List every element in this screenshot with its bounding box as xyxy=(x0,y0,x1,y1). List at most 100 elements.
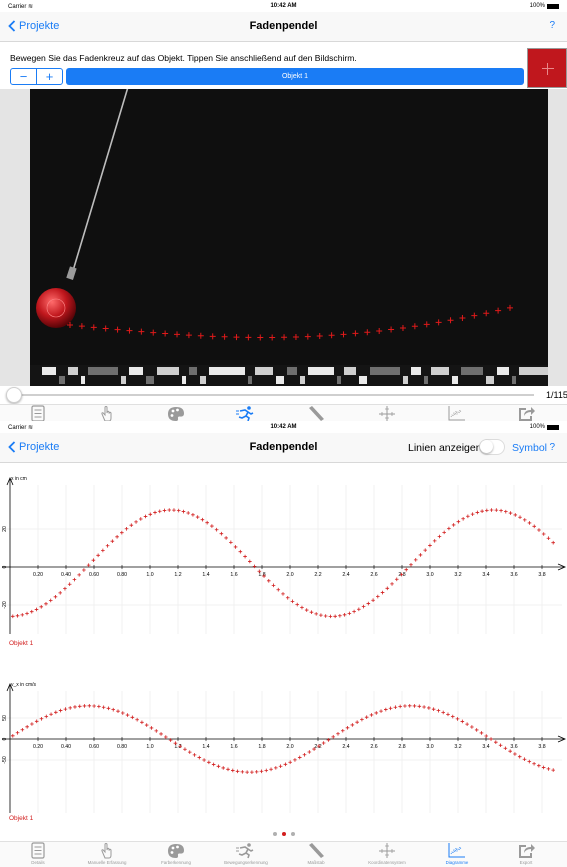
data-point xyxy=(390,582,394,586)
data-point xyxy=(450,714,455,719)
data-point xyxy=(409,562,413,567)
data-point xyxy=(499,508,503,513)
toggle-knob[interactable] xyxy=(480,440,493,453)
data-point xyxy=(436,708,441,713)
help-button[interactable]: ? xyxy=(549,20,555,31)
data-point xyxy=(200,517,205,522)
data-point xyxy=(120,530,124,535)
data-point xyxy=(29,609,34,614)
tab-export[interactable]: Export xyxy=(491,842,561,867)
frame-slider-track[interactable] xyxy=(14,394,534,396)
scale-block xyxy=(88,367,118,375)
object-button[interactable]: Objekt 1 xyxy=(66,68,524,85)
scale-block xyxy=(452,376,458,384)
data-point xyxy=(245,770,249,774)
y-tick-label: 0 xyxy=(2,737,8,740)
help-button[interactable]: ? xyxy=(549,442,555,453)
data-point xyxy=(233,545,238,549)
x-tick-label: 3.6 xyxy=(510,744,517,750)
data-point xyxy=(345,725,350,730)
scale-block xyxy=(370,367,400,375)
battery-percent: 100% xyxy=(529,3,545,9)
y-tick-label: -20 xyxy=(2,601,8,609)
data-point xyxy=(518,515,522,520)
x-tick-label: 3.4 xyxy=(482,744,489,750)
carrier-text: Carrier xyxy=(8,4,27,10)
track-marker xyxy=(328,332,335,339)
x-tick-label: 0.40 xyxy=(61,572,71,578)
x-tick-label: 2.6 xyxy=(370,744,377,750)
x-tick-label: 0.80 xyxy=(117,572,127,578)
data-point xyxy=(25,725,29,729)
ruler-icon xyxy=(309,406,324,421)
data-point xyxy=(101,705,106,710)
video-view[interactable] xyxy=(30,89,548,386)
symbol-button[interactable]: Symbol xyxy=(512,442,548,454)
data-point xyxy=(34,607,39,612)
data-point xyxy=(254,770,259,774)
data-point xyxy=(97,704,101,709)
data-point xyxy=(205,520,209,525)
frame-slider-knob[interactable] xyxy=(6,387,22,403)
data-point xyxy=(399,572,404,577)
frame-counter: 1/115 xyxy=(546,390,567,400)
scale-block xyxy=(42,367,56,375)
zoom-stepper[interactable]: − + xyxy=(10,68,63,85)
plus-button[interactable]: + xyxy=(36,69,62,84)
data-point xyxy=(285,595,290,600)
data-point xyxy=(480,509,484,513)
data-point xyxy=(364,715,369,719)
data-point xyxy=(243,554,247,559)
data-point xyxy=(230,768,235,773)
x-axis-arrow xyxy=(557,563,567,571)
data-point xyxy=(15,614,20,618)
palette-icon xyxy=(168,844,184,858)
velocity-chart[interactable]: v_x in cm/s 0.20 0.40 0.60 0.80 1.0 1.2 1.4 1.6 1… xyxy=(0,655,567,815)
tab-details[interactable]: Details xyxy=(3,842,73,867)
page-dot[interactable] xyxy=(290,832,295,836)
axes-icon xyxy=(379,843,395,858)
minus-button[interactable]: − xyxy=(19,69,28,84)
chevron-left-icon xyxy=(8,20,16,32)
tab-farberkennung[interactable]: Farberkennung xyxy=(141,842,211,867)
tab-maßstab[interactable]: Maßstab xyxy=(281,842,351,867)
page-dot[interactable] xyxy=(272,832,277,836)
battery-indicator: 100% xyxy=(530,424,559,430)
navigation-bar: Projekte Fadenpendel Linien anzeigen Sym… xyxy=(0,433,567,463)
tab-bewegungserkennung[interactable]: Bewegungserkennung xyxy=(211,842,281,867)
data-point xyxy=(153,510,157,515)
scale-block xyxy=(431,367,449,375)
lines-toggle[interactable] xyxy=(479,439,505,455)
data-point xyxy=(86,563,91,567)
data-point xyxy=(271,583,276,588)
x-tick-label: 3.6 xyxy=(510,572,517,578)
color-swatch[interactable] xyxy=(527,48,567,88)
data-point xyxy=(15,730,20,735)
page-indicator[interactable] xyxy=(0,832,567,836)
scale-block xyxy=(359,376,367,384)
data-point xyxy=(522,757,527,762)
back-button[interactable]: Projekte xyxy=(8,20,59,32)
wifi-icon: ≋ xyxy=(28,425,34,431)
data-point xyxy=(355,720,359,724)
position-chart[interactable]: x in cm 0.20 0.40 0.60 0.80 1.0 1.2 1.4 1.6 1.8 2.… xyxy=(0,444,567,644)
instruction-text: Bewegen Sie das Fadenkreuz auf das Objek… xyxy=(10,53,357,63)
data-point xyxy=(323,614,328,618)
page-dot[interactable] xyxy=(281,832,286,836)
tab-koordinatensystem[interactable]: Koordinatensystem xyxy=(352,842,422,867)
data-point xyxy=(63,707,68,711)
data-point xyxy=(68,706,72,710)
track-marker xyxy=(399,324,406,331)
scale-block xyxy=(248,376,252,384)
tab-diagramme[interactable]: Diagramme xyxy=(422,842,492,867)
track-marker xyxy=(364,329,371,336)
track-marker xyxy=(423,321,430,328)
tab-manuelle-erfassung[interactable]: Manuelle Erfassung xyxy=(72,842,142,867)
back-button[interactable]: Projekte xyxy=(8,441,59,453)
scale-block xyxy=(81,376,85,384)
x-tick-label: 1.6 xyxy=(230,572,237,578)
data-point xyxy=(82,568,86,572)
data-point xyxy=(278,764,283,769)
share-icon xyxy=(519,844,535,858)
data-point xyxy=(186,511,190,515)
